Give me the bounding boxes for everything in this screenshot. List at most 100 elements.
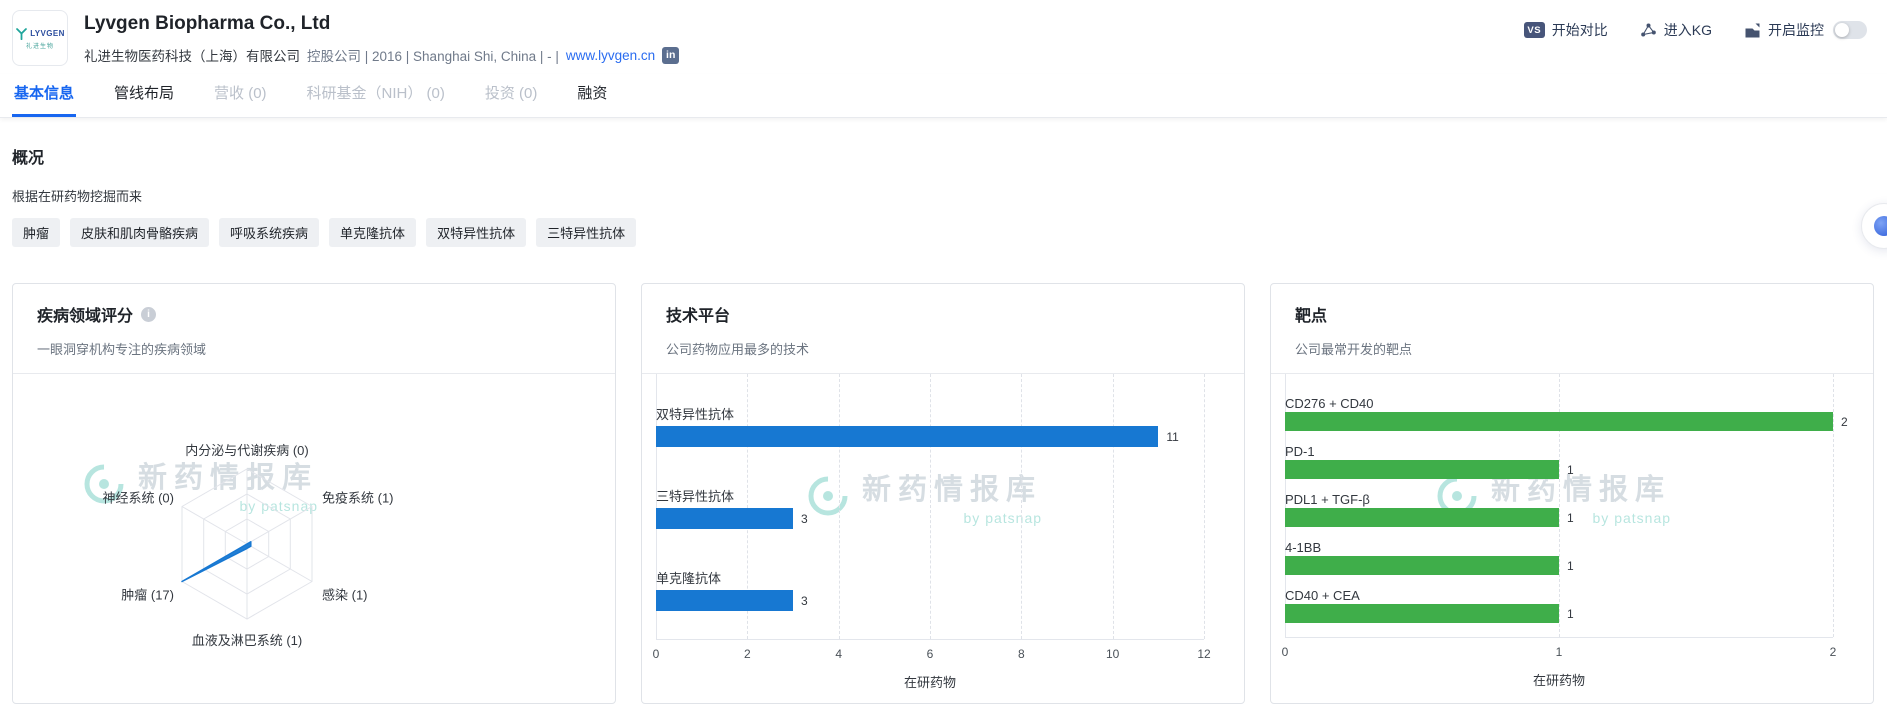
value-label: 3 — [801, 593, 808, 608]
tab-revenue[interactable]: 营收 (0) — [214, 85, 267, 102]
vs-icon: VS — [1523, 22, 1545, 38]
card-targets: 靶点 公司最常开发的靶点 新药情报库 by patsnap 0 1 2 CD276 +… — [1270, 283, 1874, 704]
gridline — [1112, 374, 1114, 639]
tab-pipeline[interactable]: 管线布局 — [114, 85, 175, 102]
y-axis-line — [656, 374, 657, 639]
category-label: 4-1BB — [1285, 540, 1322, 555]
card-tech-platform-subtitle: 公司药物应用最多的技术 — [666, 342, 810, 357]
tab-nih-funding[interactable]: 科研基金（NIH） (0) — [306, 85, 445, 102]
axis-tick-label: 0 — [652, 647, 660, 661]
radar-axis-label: 血液及淋巴系统 (1) — [192, 633, 303, 648]
compare-button[interactable]: VS 开始对比 — [1523, 20, 1608, 40]
company-meta: 礼进生物医药科技（上海）有限公司 控股公司 | 2016 | Shanghai … — [84, 45, 680, 65]
radar-spoke — [246, 506, 313, 545]
company-meta-text: 控股公司 | 2016 | Shanghai Shi, China | - | — [307, 49, 559, 64]
radar-chart-svg: 内分泌与代谢疾病 (0) 免疫系统 (1) 感染 (1) 血液及淋巴系统 (1) 肿瘤 … — [102, 443, 394, 648]
tab-bar: 基本信息 管线布局 营收 (0) 科研基金（NIH） (0) 投资 (0) 融资 — [0, 74, 1887, 118]
bar[interactable] — [1285, 556, 1559, 575]
value-label: 2 — [1841, 414, 1848, 429]
radar-axis-label: 免疫系统 (1) — [322, 491, 394, 506]
gridline — [747, 374, 749, 639]
axis-tick-label: 2 — [1829, 645, 1837, 659]
radar-axis-label: 感染 (1) — [322, 588, 368, 603]
overview-section: 概况 根据在研药物挖掘而来 肿瘤 皮肤和肌肉骨骼疾病 呼吸系统疾病 单克隆抗体 … — [0, 118, 1887, 247]
category-label: PD-1 — [1285, 444, 1315, 459]
company-header: LYVGEN 礼进生物 Lyvgen Biopharma Co., Ltd 礼进… — [0, 0, 1887, 74]
radar-axis-label: 神经系统 (0) — [102, 491, 174, 506]
value-label: 1 — [1567, 606, 1574, 621]
gridline — [1559, 374, 1560, 637]
radar-spoke — [246, 543, 313, 582]
gridline — [930, 374, 931, 639]
info-icon[interactable]: i — [141, 306, 157, 322]
card-disease-score-title: 疾病领域评分 — [37, 308, 134, 325]
x-axis-line — [656, 639, 1204, 640]
value-label: 1 — [1567, 510, 1574, 525]
bar[interactable] — [656, 426, 1159, 447]
category-label: 单克隆抗体 — [656, 571, 722, 586]
linkedin-icon[interactable]: in — [662, 46, 680, 64]
logo-brand-subtext: 礼进生物 — [25, 43, 54, 50]
axis-tick-label: 8 — [1017, 647, 1025, 661]
bar[interactable] — [656, 508, 793, 529]
tag-monoclonal-antibody: 单克隆抗体 — [329, 218, 417, 247]
value-label: 3 — [801, 511, 808, 526]
tab-investment[interactable]: 投资 (0) — [484, 85, 538, 102]
axis-tick-label: 4 — [835, 647, 842, 661]
gridline — [838, 374, 840, 639]
category-label: CD40 + CEA — [1285, 588, 1360, 603]
radar-axis-label: 内分泌与代谢疾病 (0) — [185, 443, 309, 458]
targets-bar-plot: 0 1 2 CD276 + CD40 2 PD-1 1 PDL1 + TGF-β 1 4-1BB 1… — [1281, 374, 1848, 703]
card-tech-platform-title: 技术平台 — [666, 308, 731, 325]
overview-description: 根据在研药物挖掘而来 — [12, 189, 143, 204]
monitor-icon — [1745, 23, 1760, 37]
tab-basic-info[interactable]: 基本信息 — [12, 82, 77, 117]
company-logo: LYVGEN 礼进生物 — [12, 10, 68, 66]
x-axis-title: 在研药物 — [1532, 673, 1585, 688]
card-disease-score: 疾病领域评分 i 一眼洞穿机构专注的疾病领域 新药情报库 by patsnap … — [12, 283, 616, 704]
disease-radar-chart: 新药情报库 by patsnap 内分泌与代谢疾病 (0) 免疫系统 (1) 感染 … — [13, 374, 615, 703]
category-label: 三特异性抗体 — [656, 489, 735, 504]
axis-tick-label: 6 — [926, 647, 934, 661]
x-axis-title: 在研药物 — [903, 675, 956, 690]
tag-trispecific-antibody: 三特异性抗体 — [536, 218, 637, 247]
bar[interactable] — [656, 590, 793, 611]
tab-financing[interactable]: 融资 — [577, 85, 608, 102]
radar-series[interactable] — [181, 541, 252, 583]
knowledge-graph-icon — [1640, 23, 1656, 36]
lyvgen-logo-icon — [16, 27, 28, 40]
tag-respiratory: 呼吸系统疾病 — [219, 218, 320, 247]
tag-oncology: 肿瘤 — [12, 218, 61, 247]
overview-heading: 概况 — [12, 150, 45, 167]
card-disease-score-subtitle: 一眼洞穿机构专注的疾病领域 — [37, 342, 207, 357]
radar-spoke — [181, 506, 248, 545]
category-label: PDL1 + TGF-β — [1285, 492, 1370, 507]
radar-axis-label: 肿瘤 (17) — [121, 588, 174, 603]
value-label: 11 — [1166, 429, 1179, 444]
tech-platform-chart: 新药情报库 by patsnap 0 2 4 6 8 10 12 双特异性抗体 11 三特异性抗体… — [642, 374, 1244, 703]
tag-bispecific-antibody: 双特异性抗体 — [426, 218, 527, 247]
axis-tick-label: 0 — [1281, 645, 1289, 659]
category-label: 双特异性抗体 — [656, 407, 735, 422]
gridline — [1021, 374, 1023, 639]
card-targets-title: 靶点 — [1295, 308, 1328, 325]
x-axis-line — [1285, 637, 1833, 638]
enter-kg-button[interactable]: 进入KG — [1640, 20, 1712, 40]
y-axis-line — [1285, 374, 1286, 637]
value-label: 1 — [1567, 462, 1574, 477]
bar[interactable] — [1285, 508, 1559, 527]
monitor-button[interactable]: 开启监控 — [1744, 20, 1867, 40]
company-name-cn: 礼进生物医药科技（上海）有限公司 — [84, 49, 300, 64]
company-website-link[interactable]: www.lyvgen.cn — [565, 47, 656, 63]
tag-skin-musculoskeletal: 皮肤和肌肉骨骼疾病 — [70, 218, 210, 247]
card-targets-subtitle: 公司最常开发的靶点 — [1295, 342, 1413, 357]
bar[interactable] — [1285, 412, 1833, 431]
monitor-toggle[interactable] — [1833, 21, 1867, 39]
axis-tick-label: 12 — [1197, 647, 1211, 661]
floating-widget-icon — [1874, 216, 1887, 236]
toggle-knob — [1835, 23, 1849, 37]
tech-bar-plot: 0 2 4 6 8 10 12 双特异性抗体 11 三特异性抗体 3 单克隆抗体 3 在研药物 — [652, 374, 1211, 703]
bar[interactable] — [1285, 460, 1559, 479]
bar[interactable] — [1285, 604, 1559, 623]
axis-tick-label: 2 — [743, 647, 751, 661]
